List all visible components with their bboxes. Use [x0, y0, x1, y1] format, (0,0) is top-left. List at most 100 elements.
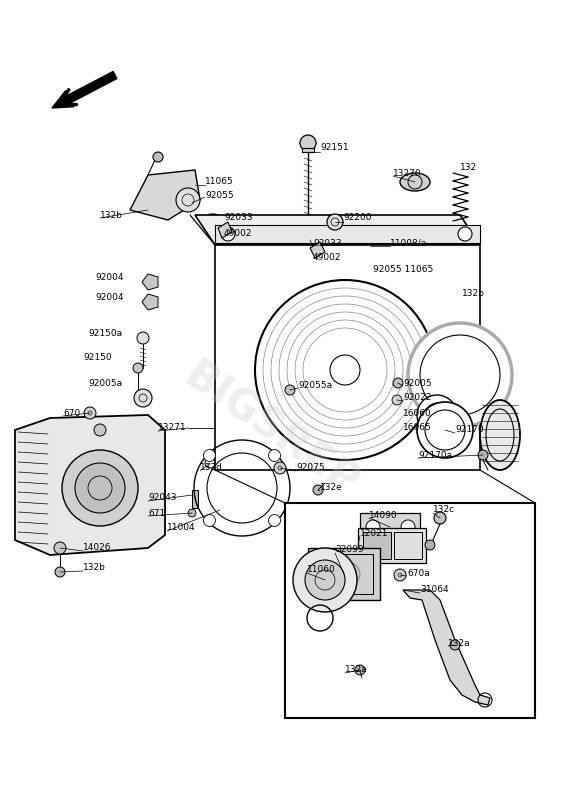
Text: 92005: 92005	[403, 378, 432, 387]
Circle shape	[221, 227, 235, 241]
Text: 49002: 49002	[224, 230, 253, 238]
Bar	[302, 148, 314, 152]
Text: 132b: 132b	[83, 563, 106, 573]
Bar	[285, 503, 535, 718]
Text: 49002: 49002	[313, 254, 342, 262]
Text: 11060: 11060	[307, 566, 336, 574]
Circle shape	[458, 227, 472, 241]
Text: 92055 11065: 92055 11065	[373, 266, 434, 274]
Circle shape	[203, 514, 216, 526]
Text: 132c: 132c	[433, 506, 455, 514]
Text: 11065: 11065	[205, 178, 234, 186]
Circle shape	[137, 332, 149, 344]
Text: 32099: 32099	[335, 546, 364, 554]
Circle shape	[75, 463, 125, 513]
Bar	[308, 548, 380, 600]
Circle shape	[300, 135, 316, 151]
Polygon shape	[403, 590, 490, 705]
Bar	[215, 225, 480, 243]
Text: 92150a: 92150a	[88, 329, 122, 338]
Text: 132b: 132b	[462, 289, 485, 298]
Polygon shape	[310, 242, 325, 258]
FancyArrow shape	[52, 71, 117, 108]
Bar	[315, 554, 373, 594]
Circle shape	[450, 640, 460, 650]
Bar	[394, 532, 422, 559]
Ellipse shape	[328, 561, 360, 587]
Circle shape	[94, 424, 106, 436]
Polygon shape	[218, 222, 232, 238]
Bar	[358, 528, 426, 563]
Circle shape	[188, 509, 196, 517]
Circle shape	[274, 462, 286, 474]
Text: 11004: 11004	[167, 523, 195, 533]
Circle shape	[285, 385, 295, 395]
Circle shape	[401, 520, 415, 534]
Circle shape	[255, 280, 435, 460]
Text: 92004: 92004	[95, 294, 124, 302]
Polygon shape	[15, 415, 165, 555]
Circle shape	[84, 407, 96, 419]
Text: 132a: 132a	[345, 666, 368, 674]
Circle shape	[355, 665, 365, 675]
Text: 92033: 92033	[224, 214, 253, 222]
Circle shape	[478, 450, 488, 460]
Text: 14090: 14090	[369, 510, 398, 519]
Circle shape	[394, 569, 406, 581]
Circle shape	[305, 560, 345, 600]
Ellipse shape	[480, 400, 520, 470]
Circle shape	[55, 567, 65, 577]
Text: 92033: 92033	[313, 238, 342, 247]
Text: 132a: 132a	[448, 638, 470, 647]
Circle shape	[417, 402, 473, 458]
Circle shape	[293, 548, 357, 612]
Text: BIGSREP: BIGSREP	[175, 354, 365, 506]
Text: 92150: 92150	[83, 354, 112, 362]
Text: 92170a: 92170a	[418, 450, 452, 459]
Polygon shape	[142, 274, 158, 290]
Circle shape	[54, 542, 66, 554]
Bar	[363, 532, 391, 559]
Text: 12021: 12021	[360, 529, 388, 538]
Text: 670: 670	[63, 409, 80, 418]
Text: 671: 671	[148, 509, 165, 518]
Circle shape	[62, 450, 138, 526]
Text: 92004: 92004	[95, 274, 124, 282]
Circle shape	[203, 450, 216, 462]
Text: 132: 132	[460, 163, 477, 173]
Text: 13270: 13270	[393, 169, 421, 178]
Text: 132d: 132d	[200, 463, 223, 473]
Text: 92151: 92151	[320, 143, 349, 153]
Circle shape	[133, 363, 143, 373]
Polygon shape	[195, 215, 480, 245]
Text: 13271: 13271	[158, 423, 187, 433]
Text: 132e: 132e	[320, 483, 343, 493]
Circle shape	[417, 395, 457, 435]
Polygon shape	[142, 294, 158, 310]
Text: 11008/a: 11008/a	[390, 238, 427, 247]
Text: 31064: 31064	[420, 586, 449, 594]
Ellipse shape	[400, 173, 430, 191]
Bar	[360, 513, 420, 541]
Circle shape	[393, 378, 403, 388]
Polygon shape	[130, 170, 200, 220]
Text: 14026: 14026	[83, 543, 112, 553]
Text: 92200: 92200	[343, 214, 372, 222]
Circle shape	[366, 520, 380, 534]
Text: 16060: 16060	[403, 409, 432, 418]
Text: 92022: 92022	[403, 394, 431, 402]
Text: 92043: 92043	[148, 494, 176, 502]
Circle shape	[176, 188, 200, 212]
Circle shape	[134, 389, 152, 407]
Text: 92075: 92075	[296, 463, 325, 473]
Text: 92055a: 92055a	[298, 381, 332, 390]
Text: 92005a: 92005a	[88, 378, 122, 387]
Text: 16065: 16065	[403, 423, 432, 433]
Circle shape	[408, 323, 512, 427]
Text: 92170: 92170	[455, 426, 484, 434]
Circle shape	[313, 485, 323, 495]
Circle shape	[392, 395, 402, 405]
Circle shape	[269, 450, 280, 462]
Circle shape	[269, 514, 280, 526]
Circle shape	[425, 540, 435, 550]
